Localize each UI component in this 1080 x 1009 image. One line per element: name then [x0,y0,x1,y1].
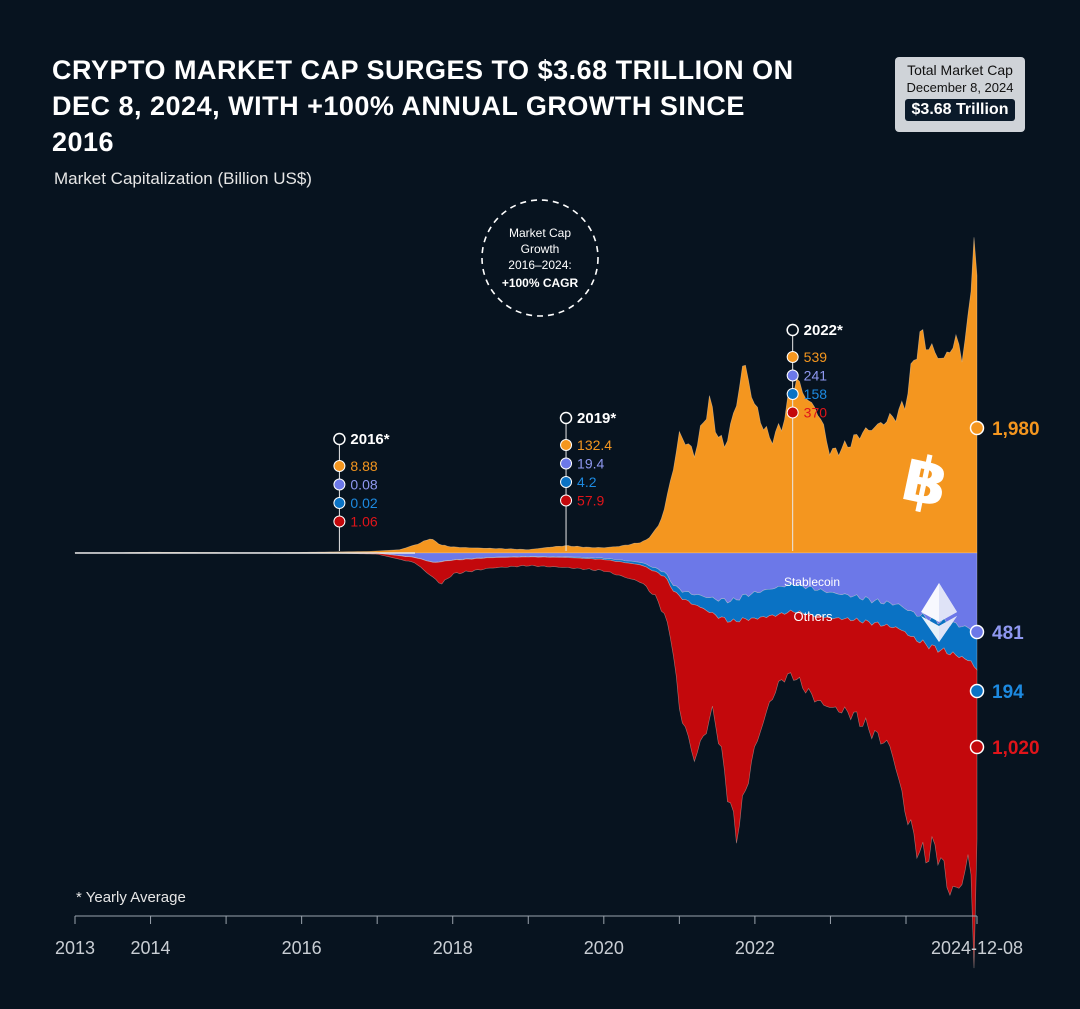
x-tick-label: 2024-12-08 [931,938,1023,958]
annotation-dot-bitcoin [560,439,573,451]
annotation-value-ethereum: 0.08 [350,477,377,493]
cagr-badge-line4: +100% CAGR [502,276,579,290]
end-label-ethereum: 481 [992,623,1024,644]
x-tick-label: 2022 [735,938,775,958]
annotation-value-stablecoin: 158 [804,386,828,402]
annotation-value-others: 1.06 [350,514,377,530]
annotation-value-others: 57.9 [577,493,604,509]
total-box-date: December 8, 2024 [906,80,1014,95]
annotation-dot-others [333,515,346,528]
annotation-year-label: 2016* [350,431,389,448]
annotation-value-bitcoin: 8.88 [350,458,377,474]
annotation-dot-stablecoin [333,497,346,509]
ethereum-icon [921,583,957,642]
stablecoin-series-label: Stablecoin [784,575,840,589]
end-label-others: 1,020 [992,738,1040,759]
chart-title: Crypto Market Cap Surges to $3.68 Trilli… [52,55,794,157]
cagr-badge-line2: Growth [521,242,560,256]
annotation-year-marker [559,411,573,425]
end-label-stablecoin: 194 [992,682,1024,703]
annotation-value-ethereum: 241 [804,368,828,384]
annotation-value-stablecoin: 4.2 [577,474,597,490]
x-tick-label: 2018 [433,938,473,958]
annotation-2022: 2022* 539 241 158 370 [786,322,843,551]
footnote: * Yearly Average [76,889,186,906]
x-tick-label: 2014 [131,938,171,958]
cagr-badge-line1: Market Cap [509,226,571,240]
annotation-dot-ethereum [560,457,573,470]
end-marker-stablecoin [969,683,985,699]
annotation-value-stablecoin: 0.02 [350,495,377,511]
total-box-label: Total Market Cap [907,62,1013,78]
annotation-year-marker [786,323,799,337]
annotation-2016: 2016* 8.88 0.08 0.02 1.06 [333,431,390,551]
annotation-dot-others [560,494,573,507]
end-marker-others [969,739,985,755]
annotation-dot-stablecoin [560,476,573,488]
cagr-badge-line3: 2016–2024: [508,258,571,272]
cagr-badge: Market Cap Growth 2016–2024: +100% CAGR [481,199,599,317]
annotation-dot-ethereum [786,369,799,382]
annotation-2019: 2019* 132.4 19.4 4.2 57.9 [559,410,616,551]
annotation-dot-bitcoin [333,460,346,472]
x-tick-label: 2020 [584,938,624,958]
end-marker-ethereum [969,624,985,640]
others-series-label: Others [793,609,833,624]
annotation-year-label: 2019* [577,410,616,427]
annotation-value-ethereum: 19.4 [577,456,604,472]
annotation-year-marker [333,432,346,446]
total-market-cap-box: Total Market Cap December 8, 2024 $3.68 … [895,57,1025,132]
annotation-value-others: 370 [804,405,828,421]
total-box-value: $3.68 Trillion [904,99,1016,121]
annotation-dot-bitcoin [786,351,799,363]
annotation-dot-ethereum [333,478,346,491]
end-marker-bitcoin [969,420,985,436]
annotation-dot-others [786,406,799,419]
annotation-dot-stablecoin [786,388,799,400]
annotation-value-bitcoin: 539 [804,349,828,365]
x-tick-label: 2013 [55,938,95,958]
end-label-bitcoin: 1,980 [992,419,1040,440]
annotation-value-bitcoin: 132.4 [577,437,612,453]
annotation-year-label: 2022* [804,322,843,339]
x-tick-label: 2016 [282,938,322,958]
y-axis-label: Market Capitalization (Billion US$) [54,169,312,188]
